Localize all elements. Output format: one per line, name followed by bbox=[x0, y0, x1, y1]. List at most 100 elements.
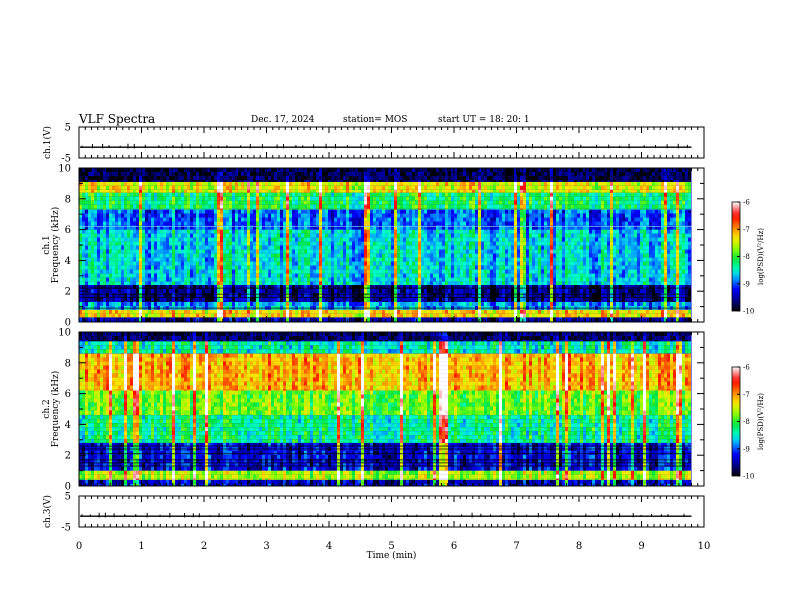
spectrogram-cell bbox=[205, 245, 208, 250]
spectrogram-cell bbox=[364, 221, 367, 226]
spectrogram-cell bbox=[280, 213, 283, 218]
spectrogram-cell bbox=[310, 176, 313, 180]
spectrogram-cell bbox=[334, 269, 337, 274]
spectrogram-cell bbox=[223, 172, 226, 176]
spectrogram-cell bbox=[310, 229, 313, 234]
spectrogram-cell bbox=[415, 213, 418, 218]
spectrogram-cell bbox=[112, 241, 115, 246]
spectrogram-cell bbox=[226, 273, 229, 278]
spectrogram-cell bbox=[136, 273, 139, 278]
spectrogram-cell bbox=[388, 281, 391, 286]
spectrogram-cell bbox=[136, 257, 139, 262]
spectrogram-cell bbox=[409, 213, 412, 218]
spectrogram-cell bbox=[187, 192, 190, 197]
spectrogram-cell bbox=[271, 209, 274, 214]
spectrogram-cell bbox=[289, 241, 292, 246]
spectrogram-cell bbox=[169, 233, 172, 238]
spectrogram-cell bbox=[385, 289, 388, 294]
spectrogram-cell bbox=[220, 168, 223, 172]
spectrogram-cell bbox=[226, 281, 229, 286]
spectrogram-cell bbox=[226, 293, 229, 298]
spectrogram-cell bbox=[88, 313, 91, 318]
spectrogram-cell bbox=[406, 185, 409, 190]
spectrogram-cell bbox=[151, 204, 154, 209]
spectrogram-cell bbox=[406, 200, 409, 205]
spectrogram-cell bbox=[145, 269, 148, 274]
spectrogram-cell bbox=[412, 225, 415, 230]
spectrogram-cell bbox=[406, 213, 409, 218]
spectrogram-cell bbox=[397, 225, 400, 230]
spectrogram-cell bbox=[187, 204, 190, 209]
spectrogram-cell bbox=[175, 221, 178, 226]
spectrogram-cell bbox=[127, 261, 130, 266]
spectrogram-cell bbox=[244, 257, 247, 262]
spectrogram-cell bbox=[196, 172, 199, 176]
spectrogram-cell bbox=[172, 241, 175, 246]
spectrogram-cell bbox=[280, 237, 283, 242]
spectrogram-cell bbox=[400, 200, 403, 205]
spectrogram-cell bbox=[145, 313, 148, 318]
spectrogram-cell bbox=[196, 196, 199, 201]
spectrogram-cell bbox=[244, 241, 247, 246]
spectrogram-cell bbox=[340, 297, 343, 302]
spectrogram-cell bbox=[409, 281, 412, 286]
spectrogram-cell bbox=[217, 301, 220, 302]
spectrogram-cell bbox=[106, 241, 109, 246]
spectrogram-cell bbox=[160, 309, 163, 314]
spectrogram-cell bbox=[286, 192, 289, 197]
spectrogram-cell bbox=[304, 301, 307, 306]
spectrogram-cell bbox=[364, 168, 367, 172]
spectrogram-cell bbox=[226, 213, 229, 218]
spectrogram-cell bbox=[229, 257, 232, 262]
spectrogram-cell bbox=[214, 176, 217, 180]
spectrogram-cell bbox=[166, 281, 169, 286]
spectrogram-cell bbox=[271, 309, 274, 314]
spectrogram-cell bbox=[127, 209, 130, 214]
spectrogram-cell bbox=[190, 233, 193, 238]
spectrogram-cell bbox=[319, 273, 322, 278]
spectrogram-cell bbox=[268, 277, 271, 282]
spectrogram-cell bbox=[352, 213, 355, 218]
spectrogram-cell bbox=[193, 217, 196, 222]
spectrogram-cell bbox=[322, 204, 325, 209]
spectrogram-cell bbox=[319, 221, 322, 226]
spectrogram-cell bbox=[250, 237, 253, 242]
spectrogram-cell bbox=[322, 180, 325, 182]
spectrogram-cell bbox=[139, 225, 142, 230]
spectrogram-cell bbox=[169, 313, 172, 318]
spectrogram-cell bbox=[304, 237, 307, 242]
spectrogram-cell bbox=[379, 309, 382, 314]
spectrogram-cell bbox=[373, 185, 376, 190]
spectrogram-cell bbox=[193, 209, 196, 214]
spectrogram-cell bbox=[247, 192, 250, 197]
spectrogram-cell bbox=[178, 293, 181, 298]
spectrogram-cell bbox=[340, 233, 343, 238]
spectrogram-cell bbox=[124, 192, 127, 197]
spectrogram-cell bbox=[415, 293, 418, 298]
spectrogram-cell bbox=[397, 317, 400, 322]
spectrogram-cell bbox=[301, 185, 304, 190]
spectrogram-cell bbox=[319, 233, 322, 238]
spectrogram-cell bbox=[217, 309, 220, 314]
spectrogram-cell bbox=[424, 249, 427, 254]
spectrogram-cell bbox=[379, 200, 382, 205]
spectrogram-cell bbox=[136, 209, 139, 214]
spectrogram-cell bbox=[91, 225, 94, 230]
spectrogram-cell bbox=[112, 168, 115, 172]
spectrogram-cell bbox=[157, 285, 160, 290]
spectrogram-cell bbox=[109, 265, 112, 270]
spectrogram-cell bbox=[277, 213, 280, 218]
spectrogram-cell bbox=[322, 225, 325, 230]
spectrogram-cell bbox=[247, 257, 250, 262]
spectrogram-cell bbox=[166, 221, 169, 226]
spectrogram-cell bbox=[337, 181, 340, 186]
spectrogram-cell bbox=[88, 225, 91, 230]
spectrogram-cell bbox=[208, 297, 211, 302]
spectrogram-cell bbox=[115, 241, 118, 246]
spectrogram-cell bbox=[256, 229, 259, 234]
spectrogram-cell bbox=[121, 285, 124, 290]
spectrogram-cell bbox=[370, 257, 373, 262]
spectrogram-cell bbox=[376, 273, 379, 278]
spectrogram-cell bbox=[85, 281, 88, 286]
spectrogram-cell bbox=[163, 313, 166, 318]
